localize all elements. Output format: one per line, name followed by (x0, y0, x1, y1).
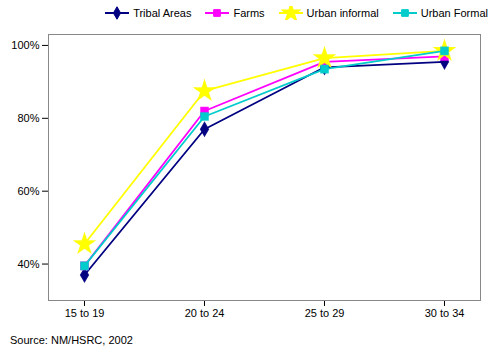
html-text:Farms: Farms (233, 7, 265, 19)
svg-text:80%: 80% (17, 112, 39, 124)
svg-text:60%: 60% (17, 185, 39, 197)
svg-text:25 to 29: 25 to 29 (305, 307, 345, 319)
html-text:Tribal Areas: Tribal Areas (133, 7, 192, 19)
html-text:Urban informal: Urban informal (306, 7, 379, 19)
svg-text:40%: 40% (17, 258, 39, 270)
svg-text:100%: 100% (11, 39, 39, 51)
svg-text:15 to 19: 15 to 19 (65, 307, 105, 319)
html-text:Source: NM/HSRC, 2002: Source: NM/HSRC, 2002 (10, 334, 133, 346)
html-text:Urban Formal: Urban Formal (420, 7, 488, 19)
svg-text:30 to 34: 30 to 34 (425, 307, 465, 319)
svg-text:20 to 24: 20 to 24 (185, 307, 225, 319)
